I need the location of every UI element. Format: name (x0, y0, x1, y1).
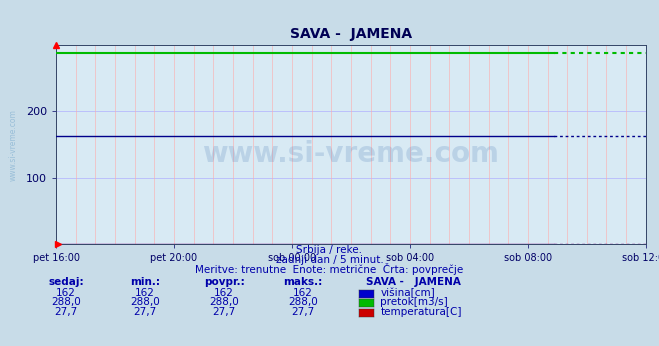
Text: 27,7: 27,7 (212, 307, 236, 317)
Text: www.si-vreme.com: www.si-vreme.com (9, 109, 18, 181)
Text: višina[cm]: višina[cm] (380, 288, 435, 298)
Text: pretok[m3/s]: pretok[m3/s] (380, 297, 448, 307)
Text: 27,7: 27,7 (133, 307, 157, 317)
Text: 288,0: 288,0 (209, 297, 239, 307)
Text: sedaj:: sedaj: (48, 277, 84, 288)
Text: www.si-vreme.com: www.si-vreme.com (202, 140, 500, 169)
Text: 27,7: 27,7 (54, 307, 78, 317)
Text: 288,0: 288,0 (130, 297, 160, 307)
Text: 162: 162 (293, 288, 313, 298)
Text: min.:: min.: (130, 277, 160, 288)
Text: 162: 162 (214, 288, 234, 298)
Text: 162: 162 (56, 288, 76, 298)
Text: temperatura[C]: temperatura[C] (380, 307, 462, 317)
Text: maks.:: maks.: (283, 277, 323, 288)
Text: 288,0: 288,0 (51, 297, 81, 307)
Text: 288,0: 288,0 (288, 297, 318, 307)
Text: 162: 162 (135, 288, 155, 298)
Text: Meritve: trenutne  Enote: metrične  Črta: povprečje: Meritve: trenutne Enote: metrične Črta: … (195, 263, 464, 275)
Text: 27,7: 27,7 (291, 307, 315, 317)
Text: SAVA -   JAMENA: SAVA - JAMENA (366, 277, 461, 288)
Text: Srbija / reke.: Srbija / reke. (297, 245, 362, 255)
Text: povpr.:: povpr.: (204, 277, 244, 288)
Title: SAVA -  JAMENA: SAVA - JAMENA (290, 27, 412, 41)
Text: zadnji dan / 5 minut.: zadnji dan / 5 minut. (275, 255, 384, 265)
